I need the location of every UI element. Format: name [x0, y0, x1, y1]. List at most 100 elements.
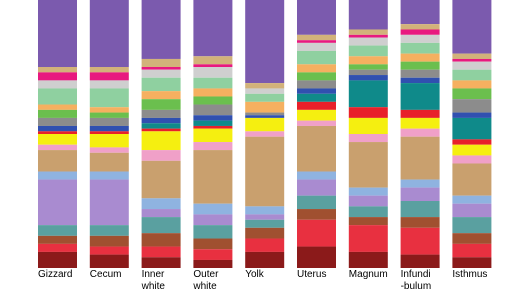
bar-segment — [193, 249, 233, 260]
bar-segment — [348, 64, 388, 70]
bar-segment — [193, 214, 233, 226]
bar-segment — [89, 72, 129, 81]
x-tick-label: -bulum — [401, 281, 432, 292]
bar-segment — [89, 254, 129, 268]
bar-segment — [400, 227, 440, 255]
bar-segment — [348, 29, 388, 35]
bar-segment — [297, 120, 336, 126]
x-tick-label: Magnum — [349, 269, 388, 280]
bar-segment — [141, 123, 181, 129]
bar-segment — [348, 75, 388, 81]
bar-segment — [400, 69, 440, 78]
bar-segment — [141, 246, 181, 258]
bar-segment — [400, 83, 440, 110]
bar-segment — [452, 0, 492, 54]
bar-segment — [193, 238, 233, 250]
bar-segment — [452, 217, 492, 234]
bar-segment — [452, 155, 492, 164]
bar-segment — [38, 117, 77, 126]
bar-segment — [297, 179, 336, 196]
bar-segment — [89, 117, 129, 126]
bar-segment — [193, 259, 233, 268]
bar-segment — [400, 29, 440, 35]
bar-segment — [297, 246, 336, 268]
bar-segment — [400, 136, 440, 180]
bar-segment — [348, 187, 388, 196]
bar-segment — [297, 195, 336, 210]
bar-segment — [38, 88, 77, 105]
bar-segment — [400, 117, 440, 129]
bar-segment — [193, 67, 233, 78]
bar-segment — [452, 88, 492, 100]
bar-segment — [89, 88, 129, 108]
bar-segment — [193, 88, 233, 97]
bar-segment — [141, 209, 181, 218]
x-tick-label: Uterus — [297, 269, 326, 280]
bar-segment — [89, 131, 129, 134]
bar-segment — [89, 225, 129, 236]
bar-segment — [38, 179, 77, 226]
bar-segment — [141, 150, 181, 161]
bar-segment — [452, 257, 492, 268]
bar-segment — [193, 96, 233, 105]
bar-segment — [348, 37, 388, 46]
bar-segment — [89, 0, 129, 67]
bar-segment — [297, 64, 336, 73]
bar-segment — [348, 142, 388, 188]
bar-segment — [400, 24, 440, 30]
bar-segment — [245, 227, 285, 239]
x-tick-label: Isthmus — [452, 269, 487, 280]
bar-segment — [38, 104, 77, 110]
bar-segment — [297, 125, 336, 172]
bar-segment — [452, 61, 492, 70]
bar-segment — [452, 139, 492, 145]
bar-segment — [297, 40, 336, 43]
bar-segment — [348, 80, 388, 108]
bar-segment — [400, 61, 440, 70]
bar-segment — [297, 209, 336, 220]
bar-segment — [297, 72, 336, 81]
bar-segment — [193, 225, 233, 239]
bar-segment — [297, 171, 336, 180]
bar-segment — [193, 77, 233, 89]
bar-segment — [245, 117, 285, 132]
bar-segment — [141, 198, 181, 210]
x-tick-label: Outer — [193, 269, 219, 280]
bar-segment — [141, 160, 181, 199]
bar-segment — [38, 67, 77, 73]
bar-segment — [141, 109, 181, 118]
bar-segment — [245, 238, 285, 252]
bar-segment — [297, 109, 336, 121]
bar-segment — [297, 0, 336, 35]
bar-segment — [452, 144, 492, 156]
bar-segment — [452, 112, 492, 118]
bar-segment — [141, 58, 181, 67]
bar-segment — [297, 101, 336, 110]
bar-segment — [348, 134, 388, 143]
bar-segment — [245, 101, 285, 113]
bar-segment — [38, 72, 77, 81]
bar-segment — [400, 217, 440, 228]
bar-segment — [348, 117, 388, 134]
bar-segment — [141, 257, 181, 268]
bar-segment — [400, 109, 440, 118]
bar-segment — [38, 171, 77, 180]
bar-segment — [245, 83, 285, 89]
bar-segment — [141, 77, 181, 92]
bar-segment — [452, 163, 492, 196]
x-tick-label: Cecum — [90, 269, 122, 280]
bar-segment — [297, 50, 336, 65]
bar-segment — [452, 195, 492, 204]
bar-segment — [348, 206, 388, 218]
x-tick-label: Gizzard — [38, 269, 72, 280]
x-tick-label: white — [141, 281, 166, 292]
x-tick-label: Infundi — [401, 269, 431, 280]
bar-segment — [89, 179, 129, 226]
bar-segment — [89, 107, 129, 113]
bar-segment — [348, 0, 388, 30]
bar-segment — [452, 203, 492, 218]
bar-segment — [245, 93, 285, 102]
bar-segment — [141, 99, 181, 110]
bar-segment — [245, 251, 285, 268]
